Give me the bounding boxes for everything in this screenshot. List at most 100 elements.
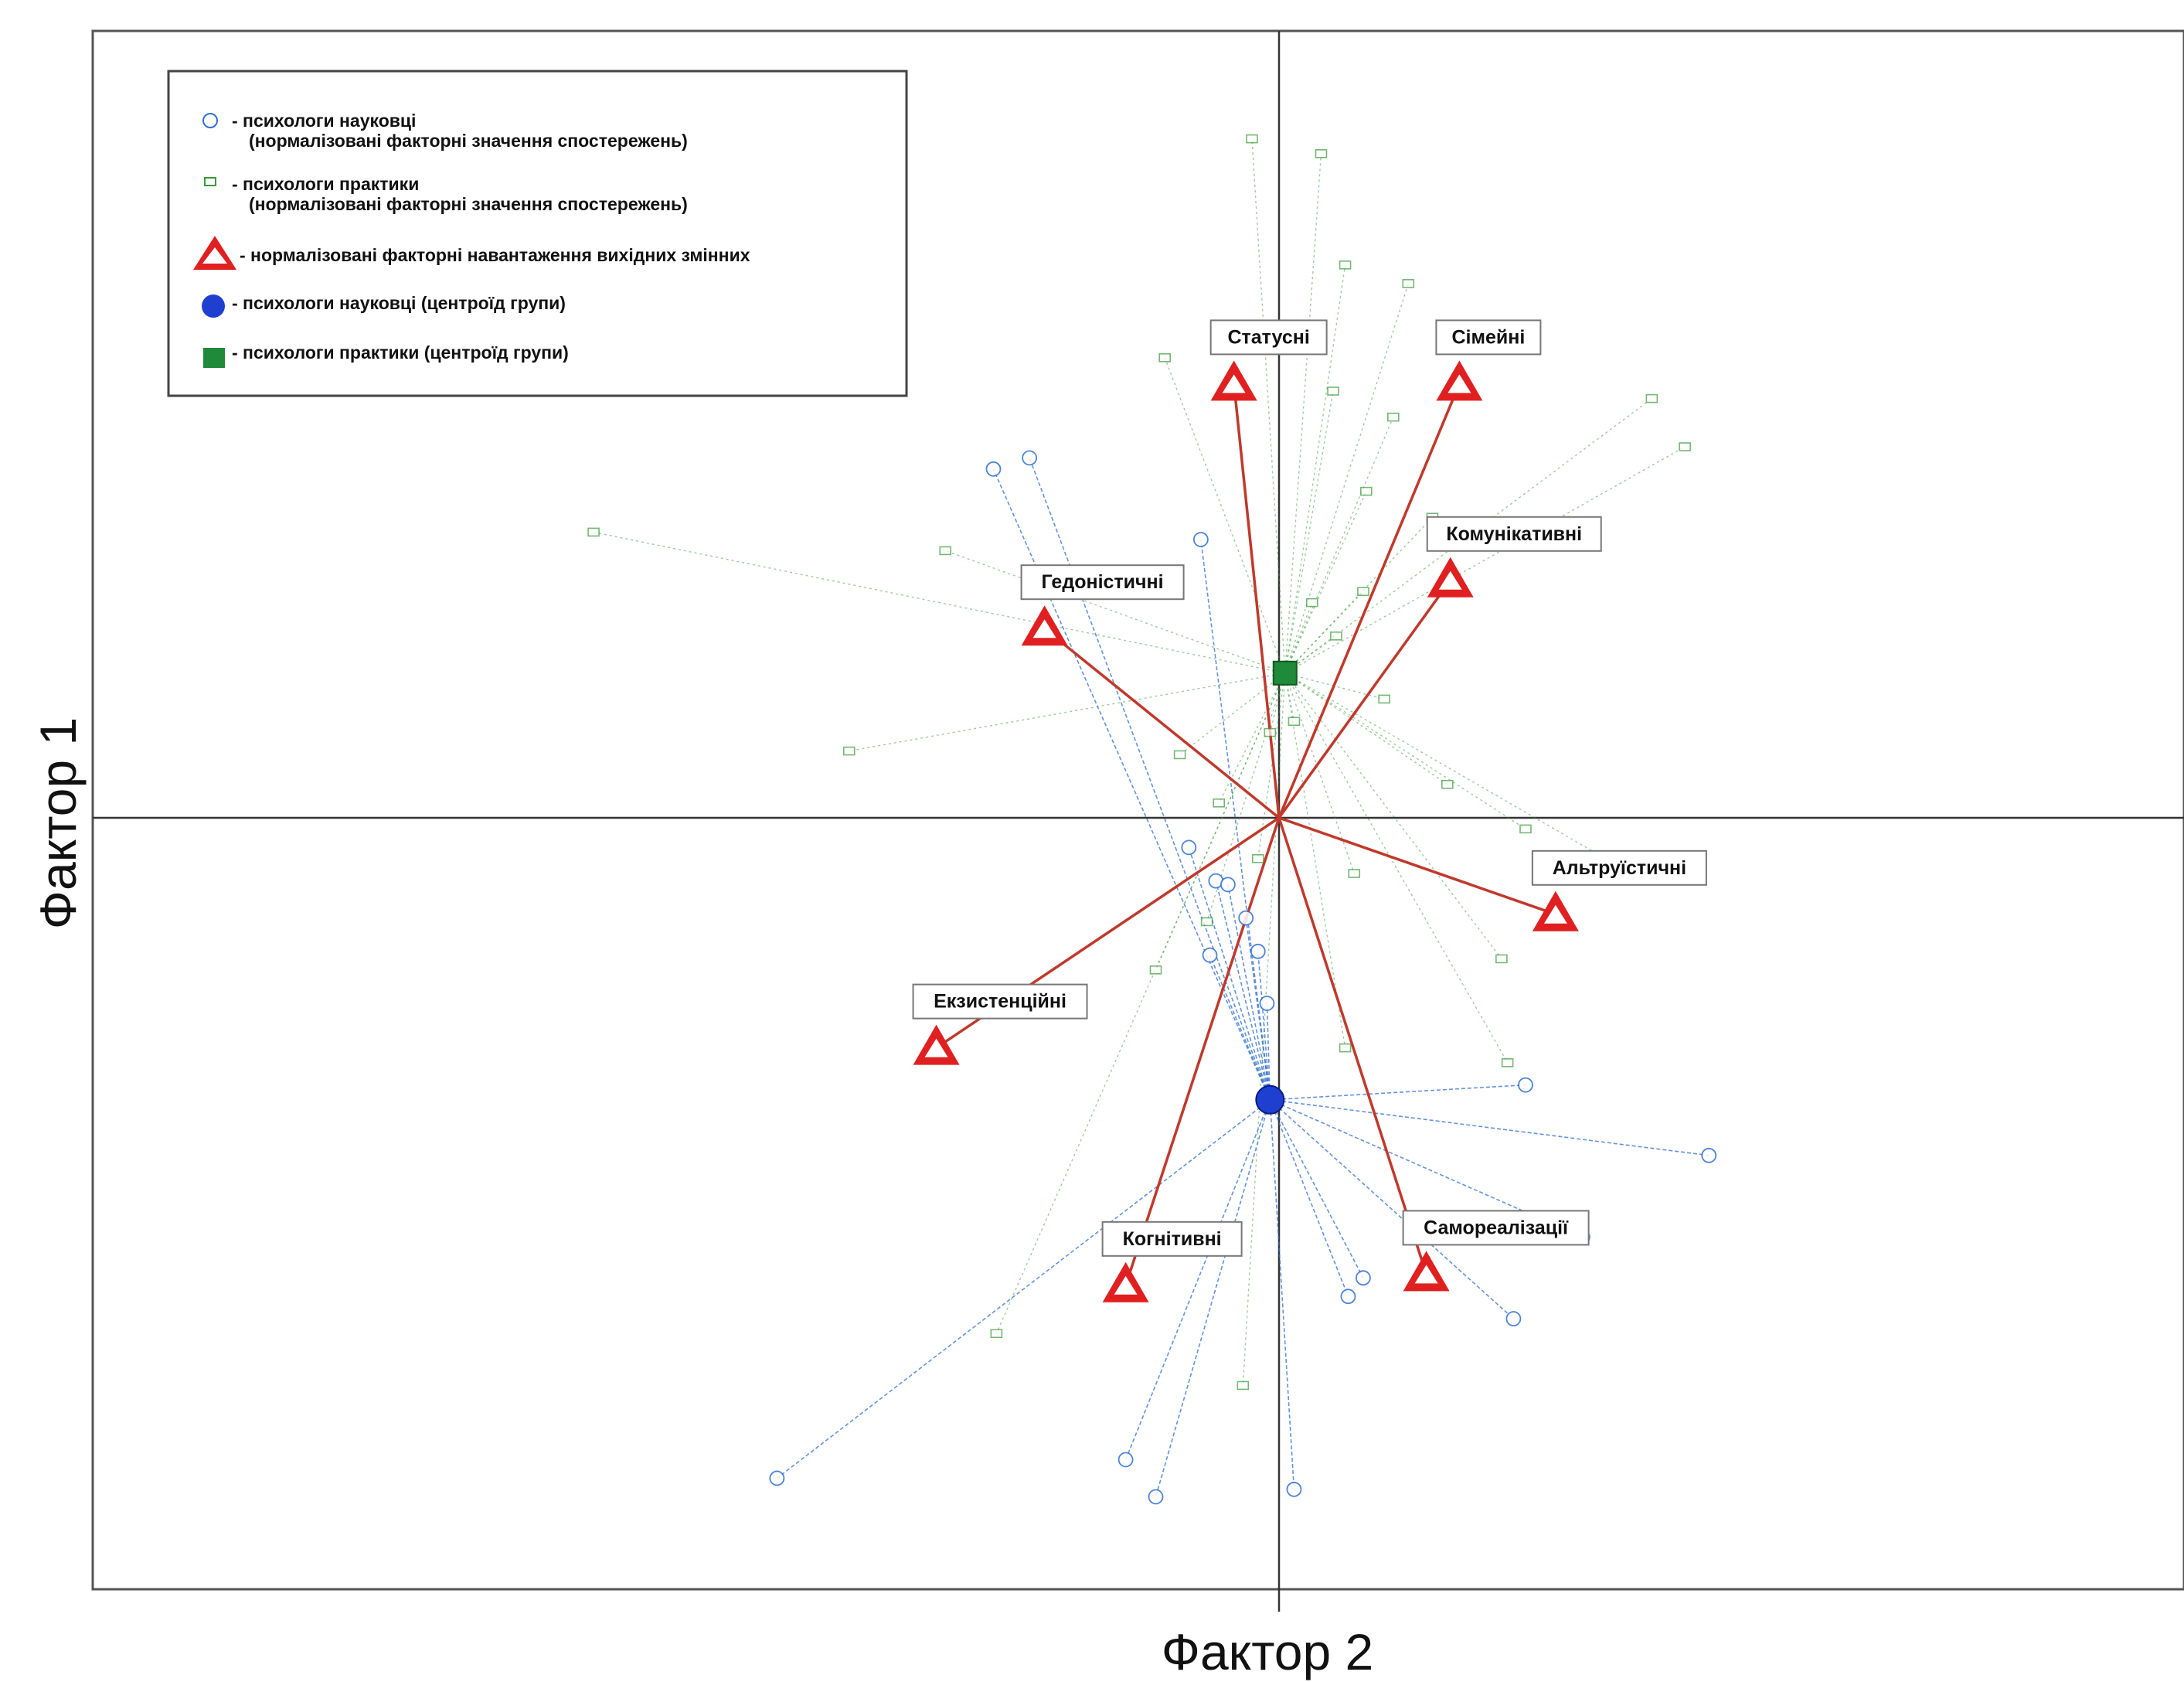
scientist-link-line [1269,1099,1514,1319]
practitioner-observation-point [1387,412,1400,422]
loading-label-box [912,983,1088,1020]
practitioner-link-line [1155,672,1286,971]
practitioner-observation-point [1378,694,1390,704]
scientist-link-line [1269,1099,1364,1279]
scientist-observation-point [1192,532,1209,547]
legend-label-5: - психологи практики (центроїд групи) [232,342,569,363]
loading-marker: Комунікативні [1426,516,1602,598]
practitioner-observation-point [842,746,856,756]
scientist-link-line [1269,1099,1295,1490]
loading-label: Сімейні [1451,326,1525,348]
loading-markers: Статусні Сімейні Комунікативні Гедоністичні… [912,319,1707,1302]
loading-triangle-inner [1438,570,1462,590]
loading-vector-line [1278,816,1556,916]
practitioner-link-line [1257,672,1286,859]
practitioner-observation-point [1645,393,1658,403]
loading-vector-line [1232,383,1281,819]
practitioner-observation-point [990,1329,1003,1338]
scientist-observation-point [1220,877,1236,893]
practitioner-observation-point [1519,824,1532,834]
loading-marker: Екзистенційні [912,983,1088,1065]
practitioner-link-line [1284,672,1502,959]
loading-vector-line [1277,579,1452,819]
practitioner-observation-point [1679,442,1691,451]
loading-label-box [1402,1210,1590,1246]
loading-marker: Альтруїстичні [1531,850,1707,931]
loading-label: Статусні [1227,326,1309,348]
practitioner-link-line [1284,672,1526,829]
practitioner-centroid-square-icon [203,348,225,368]
scientist-link-line [1124,1099,1271,1460]
practitioner-observation-point [1315,149,1328,158]
loading-triangle-inner [1222,374,1246,393]
scientist-link-line [1269,1099,1349,1297]
loading-triangle-inner [1447,374,1471,393]
practitioner-link-line [1284,672,1448,785]
scientist-observation-point [985,461,1002,477]
practitioner-observation-point [1495,954,1508,964]
loading-label-box [1435,319,1542,356]
legend-label-2b: (нормалізовані факторні значення спостер… [249,194,688,214]
scientist-observation-point [1259,996,1275,1011]
loading-marker: Гедоністичні [1020,564,1185,646]
scientist-link-line [1270,1084,1526,1101]
practitioner-link-line [1284,516,1433,674]
practitioner-observation-point [587,527,600,537]
scientist-centroid-point [1255,1084,1285,1115]
loading-label: Комунікативні [1446,523,1582,545]
loading-triangle-inner [1414,1265,1438,1284]
practitioner-link-line [1284,672,1509,1064]
scientist-link-line [992,468,1271,1101]
practitioner-observation-point [1288,717,1301,727]
practitioner-observation-point [1357,587,1369,597]
scientist-observation-point [769,1470,785,1486]
scientist-link-line [776,1099,1271,1479]
practitioner-observation-point [1200,917,1213,927]
loading-marker: Статусні [1209,319,1328,401]
practitioner-observation-point [1501,1058,1514,1067]
loading-marker: Когнітивні [1101,1221,1243,1302]
practitioner-link-line [944,550,1286,674]
scientist-observation-circle-icon [202,113,218,128]
practitioner-link-line [1284,672,1625,870]
scientist-observation-point [1356,1270,1371,1286]
x-axis-title: Фактор 2 [1162,1623,1373,1680]
practitioner-link-line [1164,357,1286,674]
practitioner-observation-point [1441,779,1454,789]
loading-marker: Сімейні [1435,319,1542,401]
scientist-observation-point [1340,1289,1356,1305]
scientist-observation-point [1118,1452,1134,1468]
practitioner-observation-point [1330,631,1342,641]
loading-triangle-inner [924,1038,948,1057]
legend-label-1a: - психологи науковці [232,111,416,131]
legend: - психологи науковці (нормалізовані факт… [167,70,908,397]
practitioner-observation-point [1173,750,1186,760]
practitioner-link-line [1179,672,1286,755]
practitioner-observation-point [1213,798,1225,808]
practitioner-link-line [1284,264,1346,673]
scientist-link-line [1227,884,1271,1100]
scientist-observation-point [1181,839,1197,856]
observation-points [587,134,1717,1505]
loading-triangle-inner [1032,619,1056,638]
loading-marker: Самореалізації [1402,1210,1590,1292]
legend-label-2a: - психологи практики [232,174,419,194]
scientist-link-line [1270,1099,1709,1156]
practitioner-link-line [1284,446,1686,674]
practitioner-observation-point [1251,854,1264,863]
legend-frame [167,70,908,397]
legend-label-3: - нормалізовані факторні навантаження ви… [240,245,750,265]
loading-label: Альтруїстичні [1553,857,1686,879]
scientist-link-line [1209,955,1271,1101]
practitioner-observation-point [1149,965,1162,975]
loading-vector-line [1277,383,1461,819]
loading-label: Самореалізації [1424,1217,1569,1238]
loading-label-box [1101,1221,1243,1257]
practitioner-observation-point [1264,727,1277,737]
scientist-observation-point [1250,943,1266,959]
legend-label-1b: (нормалізовані факторні значення спостер… [249,131,688,151]
loading-label-box [1531,850,1707,886]
practitioner-centroid-point [1272,660,1298,686]
loading-label-box [1426,516,1602,552]
scientist-link-line [1155,1099,1271,1497]
